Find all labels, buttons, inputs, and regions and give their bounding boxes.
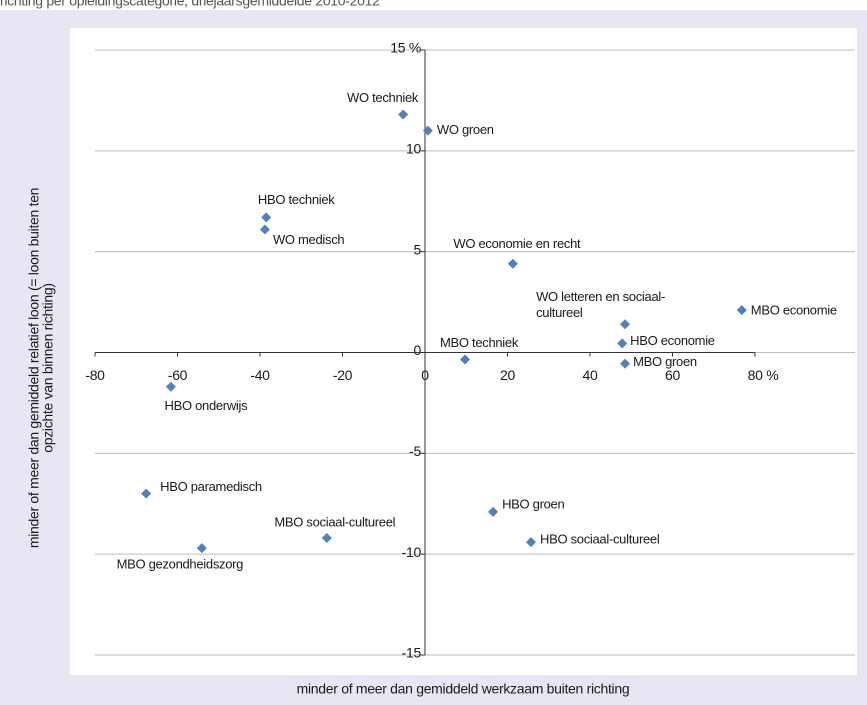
x-tick-label: -20 (333, 367, 353, 383)
data-point (422, 125, 433, 136)
x-tick-label: 60 (665, 367, 680, 383)
data-point (165, 381, 176, 392)
chart-subtitle: richting per opleidingscategorie, drieja… (0, 0, 380, 9)
point-label: WO techniek (347, 90, 419, 105)
y-tick-label: -5 (409, 443, 421, 459)
point-label: WO economie en recht (453, 236, 581, 251)
point-label: HBO groen (502, 496, 564, 511)
data-point (620, 358, 631, 369)
data-point (398, 109, 409, 120)
point-label: WO letteren en sociaal-cultureel (536, 289, 665, 321)
x-tick-label: 40 (583, 367, 598, 383)
y-axis-title: minder of meer dan gemiddeld relatief lo… (26, 188, 56, 548)
point-label: HBO economie (630, 333, 715, 348)
point-label: WO groen (437, 122, 494, 137)
y-axis-title-line: minder of meer dan gemiddeld relatief lo… (26, 188, 42, 548)
point-label: HBO paramedisch (160, 479, 262, 494)
x-tick-label: -40 (250, 367, 270, 383)
x-tick-label: -60 (168, 367, 188, 383)
data-point (620, 319, 631, 330)
point-label: MBO techniek (440, 335, 519, 350)
data-point (141, 488, 152, 499)
y-tick-label: 15 % (390, 40, 421, 56)
y-tick-label: -10 (402, 544, 422, 560)
data-point (259, 224, 270, 235)
data-point (321, 533, 332, 544)
x-axis-title: minder of meer dan gemiddeld werkzaam bu… (297, 681, 630, 697)
point-label: MBO gezondheidszorg (117, 557, 244, 572)
data-point (261, 212, 272, 223)
point-label-text: WO letteren en sociaal-cultureel (536, 289, 665, 321)
point-label: HBO techniek (258, 192, 335, 207)
x-tick-label: 0 (421, 367, 429, 383)
point-label: WO medisch (273, 232, 344, 247)
data-point (488, 506, 499, 517)
data-point (526, 537, 537, 548)
data-point (617, 338, 628, 349)
point-label: HBO onderwijs (165, 398, 249, 413)
y-tick-label: -15 (402, 645, 422, 661)
y-axis-title-line: opzichte van binnen richting) (40, 283, 56, 453)
point-label: MBO groen (633, 354, 697, 369)
y-tick-label: 0 (414, 342, 422, 358)
data-point (736, 305, 747, 316)
x-tick-label: -80 (85, 367, 105, 383)
x-tick-label: 80 % (748, 367, 779, 383)
x-tick-label: 20 (500, 367, 515, 383)
data-point (507, 258, 518, 269)
plot-background (70, 28, 857, 675)
point-label: MBO sociaal-cultureel (274, 514, 395, 529)
point-label: HBO sociaal-cultureel (540, 532, 660, 547)
y-tick-label: 10 (406, 141, 421, 157)
data-point (196, 543, 207, 554)
data-point (460, 354, 471, 365)
y-tick-label: 5 (414, 241, 422, 257)
point-label: MBO economie (751, 303, 837, 318)
